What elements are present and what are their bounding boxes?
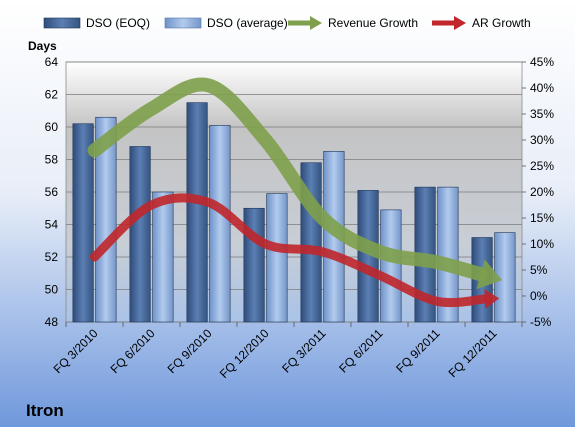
trend-arrows (87, 77, 503, 309)
y-axis-label-left: Days (28, 39, 57, 53)
legend: DSO (EOQ) DSO (average) Revenue Growth AR G… (43, 16, 531, 30)
y-tick-label-right: 10% (530, 237, 554, 251)
y-tick-label-right: 5% (530, 263, 548, 277)
chart-title: Itron (26, 401, 64, 420)
bar (72, 123, 94, 323)
y-tick-label-left: 56 (45, 185, 59, 199)
legend-label: AR Growth (472, 16, 531, 30)
y-tick-label-right: 30% (530, 133, 554, 147)
bar (437, 186, 459, 323)
y-tick-label-left: 52 (45, 250, 59, 264)
trend-line-ar-growth (90, 193, 490, 308)
bar (95, 116, 117, 323)
legend-arrowhead (310, 16, 322, 30)
y-tick-label-right: 15% (530, 211, 554, 225)
legend-arrowhead (454, 16, 466, 30)
bar (209, 125, 231, 323)
y-tick-label-left: 54 (45, 218, 59, 232)
legend-swatch (43, 17, 81, 29)
bar (266, 193, 288, 323)
legend-label: DSO (average) (207, 16, 288, 30)
y-tick-label-right: -5% (530, 315, 552, 329)
y-tick-label-right: 25% (530, 159, 554, 173)
legend-label: Revenue Growth (328, 16, 418, 30)
trend-arrowhead-revenue-growth (476, 259, 503, 290)
y-tick-label-right: 20% (530, 185, 554, 199)
y-tick-label-right: 45% (530, 55, 554, 69)
y-tick-label-left: 58 (45, 153, 59, 167)
bar (129, 146, 151, 323)
trend-line-revenue-growth (87, 77, 488, 282)
legend-swatch (164, 17, 202, 29)
y-tick-label-left: 64 (45, 55, 59, 69)
y-tick-label-left: 50 (45, 283, 59, 297)
y-tick-label-left: 60 (45, 120, 59, 134)
trend-arrowhead-ar-growth (484, 289, 500, 309)
y-tick-label-right: 0% (530, 289, 548, 303)
y-tick-label-left: 48 (45, 315, 59, 329)
bar (380, 209, 402, 323)
y-tick-label-right: 35% (530, 107, 554, 121)
y-tick-label-right: 40% (530, 81, 554, 95)
legend-label: DSO (EOQ) (86, 16, 150, 30)
bar (152, 191, 174, 323)
bar (243, 207, 265, 323)
y-tick-label-left: 62 (45, 88, 59, 102)
bar (186, 102, 208, 323)
